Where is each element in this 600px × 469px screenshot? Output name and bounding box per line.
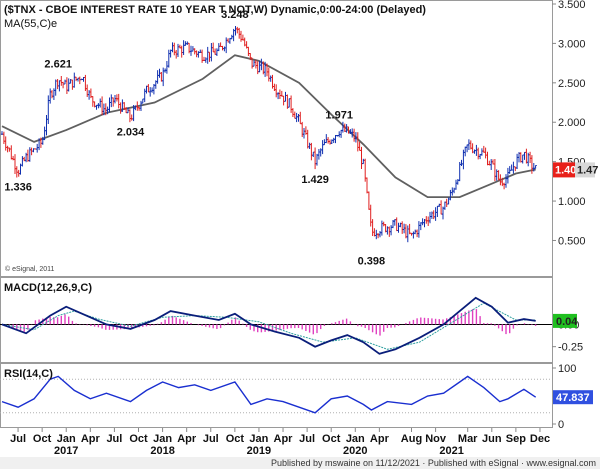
x-year-label: 2019 [247,445,271,457]
watermark: © eSignal, 2011 [5,265,55,273]
macd-label: MACD(12,26,9,C) [4,282,92,294]
macd-last-box [553,313,577,328]
price-annotation: 1.336 [4,182,32,194]
x-axis: Jul Oct Jan Apr Jul Oct Jan Apr Jul Oct Jan Apr Jul O… [10,428,550,457]
rsi-line [1,375,537,414]
macd-lines [1,296,536,355]
x-tick-label: Apr [177,433,197,445]
last-price-marker: 1.402 1.47 [553,162,598,178]
x-year-label: 2018 [150,445,174,457]
rsi-line [1,375,537,414]
ma55-line [1,54,536,199]
price-annotations: 1.336 2.621 2.034 3.248 1.429 1.971 0.398 [4,9,385,268]
price-annotation: 2.621 [44,58,72,70]
price-y-tick-label: 2.000 [558,117,586,129]
x-tick-label: Sep [506,433,526,445]
x-tick-label: Jan [346,433,365,445]
rsi-y-ticks: 100 0 [552,363,576,431]
rsi-y-tick-label: 100 [558,363,576,375]
ma-layer [1,54,536,199]
last-ma-value: 1.47 [577,164,598,176]
macd-last-marker: 0.04 [553,313,578,328]
x-tick-label: Jun [482,433,502,445]
x-tick-label: Jul [106,433,122,445]
footer-text: Published by mswaine on 11/12/2021 · Pub… [271,458,596,468]
last-price-box [553,162,575,178]
rsi-y-tick-label: 0 [558,419,564,431]
x-tick-label: Mar [458,433,478,445]
x-tick-label: Aug [401,433,422,445]
price-annotation: 2.034 [117,127,145,139]
macd-line [1,296,536,355]
price-y-tick-label: 0.500 [558,235,586,247]
x-tick-label: Oct [226,433,245,445]
price-annotation: 1.971 [325,110,353,122]
price-annotation: 0.398 [358,256,386,268]
x-tick-label: Jan [57,433,76,445]
rsi-guides [0,378,552,414]
x-tick-label: Dec [530,433,550,445]
x-tick-label: Oct [322,433,341,445]
x-tick-label: Apr [274,433,294,445]
x-tick-label: Apr [81,433,101,445]
x-tick-label: Oct [33,433,52,445]
price-y-tick-label: 1.000 [558,196,586,208]
x-tick-label: Oct [129,433,148,445]
macd-y-tick-label: -0.25 [558,342,583,354]
rsi-last-value: 47.837 [556,392,590,404]
x-tick-label: Apr [370,433,390,445]
x-tick-label: Jul [203,433,219,445]
x-year-label: 2021 [439,445,463,457]
price-y-tick-label: 3.500 [558,0,586,11]
x-tick-label: Jan [153,433,172,445]
x-tick-label: Jul [299,433,315,445]
rsi-label: RSI(14,C) [4,368,53,380]
x-year-label: 2017 [54,445,78,457]
x-tick-label: Jul [10,433,26,445]
last-ma-box [575,162,595,178]
chart-title: ($TNX - CBOE INTEREST RATE 10 YEAR T NOT… [4,4,426,16]
x-tick-label: Nov [425,433,447,445]
rsi-last-box [553,390,593,405]
price-annotation: 3.248 [221,9,249,21]
rsi-last-marker: 47.837 [553,390,593,405]
price-y-tick-label: 3.000 [558,38,586,50]
ma-label: MA(55,C)e [4,18,57,30]
price-annotation: 1.429 [301,174,329,186]
macd-signal-line [1,302,536,350]
macd-last-value: 0.04 [556,316,578,328]
x-tick-label: Jan [249,433,268,445]
price-y-tick-label: 2.500 [558,78,586,90]
footer-bar [0,457,600,469]
candles-layer [0,26,537,243]
x-year-label: 2020 [343,445,367,457]
